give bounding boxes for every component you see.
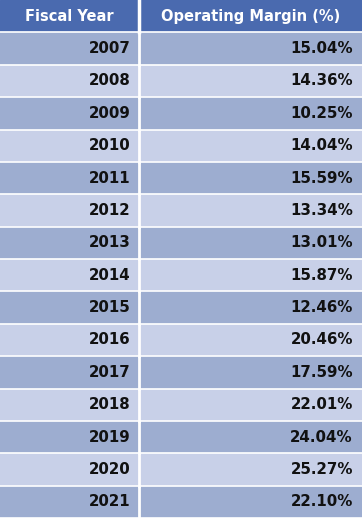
Text: 13.34%: 13.34% [290,203,353,218]
Text: 22.10%: 22.10% [291,494,353,509]
Text: 2009: 2009 [88,106,130,121]
Text: 20.46%: 20.46% [290,333,353,348]
Bar [0,324,362,356]
Text: Operating Margin (%): Operating Margin (%) [161,9,340,24]
Bar [0,32,362,65]
Bar [0,97,362,130]
Bar [0,388,362,421]
Text: 13.01%: 13.01% [290,235,353,250]
Text: Fiscal Year: Fiscal Year [25,9,114,24]
Bar [0,486,362,518]
Text: 14.36%: 14.36% [290,74,353,89]
Text: 2007: 2007 [88,41,130,56]
Bar [0,0,362,32]
Text: 12.46%: 12.46% [291,300,353,315]
Bar [0,162,362,194]
Text: 10.25%: 10.25% [290,106,353,121]
Text: 2021: 2021 [89,494,130,509]
Bar [0,194,362,227]
Text: 2013: 2013 [88,235,130,250]
Text: 2011: 2011 [89,170,130,185]
Bar [0,453,362,486]
Text: 17.59%: 17.59% [290,365,353,380]
Text: 2019: 2019 [89,429,130,444]
Text: 2018: 2018 [89,397,130,412]
Bar [0,130,362,162]
Text: 2015: 2015 [89,300,130,315]
Text: 14.04%: 14.04% [290,138,353,153]
Text: 2017: 2017 [89,365,130,380]
Text: 15.87%: 15.87% [290,268,353,283]
Bar [0,356,362,388]
Text: 2020: 2020 [89,462,130,477]
Text: 2014: 2014 [89,268,130,283]
Text: 2008: 2008 [89,74,130,89]
Bar [0,291,362,324]
Text: 15.04%: 15.04% [290,41,353,56]
Text: 24.04%: 24.04% [290,429,353,444]
Bar [0,259,362,291]
Text: 25.27%: 25.27% [290,462,353,477]
Text: 15.59%: 15.59% [290,170,353,185]
Bar [0,421,362,453]
Bar [0,65,362,97]
Bar [0,227,362,259]
Text: 2010: 2010 [89,138,130,153]
Text: 2012: 2012 [89,203,130,218]
Text: 2016: 2016 [89,333,130,348]
Text: 22.01%: 22.01% [291,397,353,412]
